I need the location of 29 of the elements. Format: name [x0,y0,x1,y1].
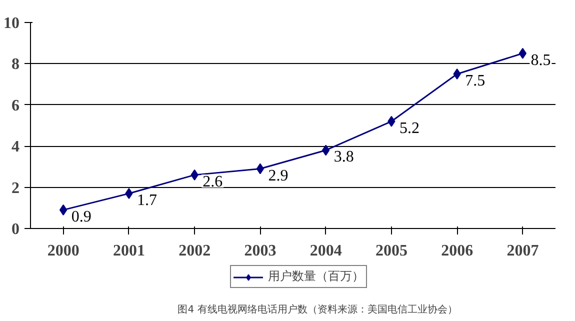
legend-label: 用户数量（百万） [268,268,364,285]
x-tick-label: 2000 [47,242,80,260]
x-tick-label: 2005 [375,242,408,260]
y-tick-label: 6 [12,97,20,114]
y-tick-label: 8 [12,56,20,74]
data-label: 0.9 [71,208,92,226]
y-tick-label: 2 [12,180,20,197]
data-label: 1.7 [136,192,157,209]
data-label: 2.9 [268,167,288,184]
x-tick-label: 2004 [310,242,342,260]
x-tick-label: 2003 [244,242,276,260]
caption: 图4 有线电视网络电话用户数（资料来源：美国电信工业协会） [178,304,458,316]
point [256,163,264,174]
point [453,68,461,80]
x-tick-label: 2001 [112,242,145,260]
point [322,144,330,156]
data-label: 3.8 [334,148,354,166]
data-label: 5.2 [399,120,420,137]
data-label: 7.5 [465,72,486,90]
point [518,48,527,59]
data-label: 8.5 [530,52,551,69]
data-label: 2.6 [202,173,223,190]
y-tick-label: 4 [12,138,20,156]
point [59,204,68,216]
x-tick-label: 2006 [441,242,474,260]
x-tick-label: 2007 [506,242,539,260]
x-tick-label: 2002 [178,242,211,260]
y-tick-label: 0 [12,221,20,238]
y-tick-label: 10 [4,15,20,32]
